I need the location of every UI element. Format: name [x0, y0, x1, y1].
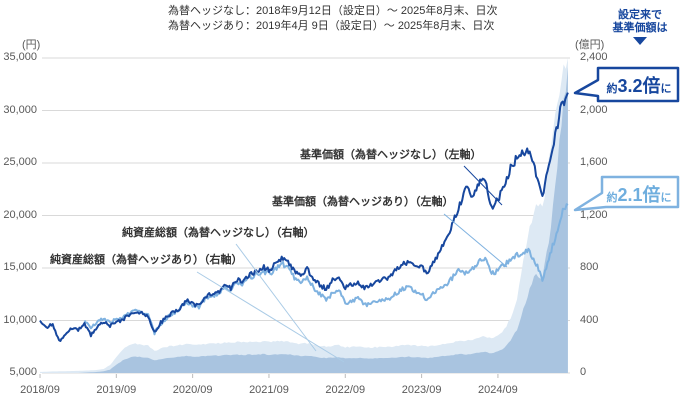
leader-line	[443, 213, 508, 268]
bubble-hedged-shape	[573, 175, 680, 212]
left-tick-label: 35,000	[3, 51, 37, 63]
series-label-nav-no-hedge: 基準価額（為替ヘッジなし）（左軸）	[300, 149, 482, 161]
area-assets_hedged	[40, 67, 568, 373]
x-tick-label: 2022/09	[325, 384, 366, 396]
right-axis-unit: (億円)	[575, 39, 605, 51]
left-tick-label: 15,000	[3, 261, 37, 273]
line-nav_no_hedge	[39, 92, 569, 342]
bubble-no-hedge-shape	[573, 66, 680, 103]
chart-series	[39, 58, 569, 373]
series-label-assets-no-hedge: 純資産総額（為替ヘッジなし）（右軸）	[122, 227, 315, 239]
x-tick-label: 2024/09	[478, 384, 518, 396]
x-tick-label: 2021/09	[249, 384, 289, 396]
right-tick-label: 1,600	[580, 156, 608, 168]
annotation-headline-line2: 基準価額は	[612, 22, 668, 34]
gridlines	[42, 57, 570, 374]
bubble1-prefix: 約	[606, 83, 618, 95]
left-tick-label: 5,000	[9, 366, 37, 378]
left-tick-label: 30,000	[3, 103, 37, 116]
period-no-hedge: 為替ヘッジなし：2018年9月12日（設定日）～ 2025年8月末、日次	[168, 5, 498, 17]
x-tick-label: 2023/09	[401, 384, 442, 396]
right-tick-label: 1,200	[580, 208, 608, 221]
x-tick-label: 2020/09	[172, 384, 213, 396]
label-leader-lines	[196, 165, 508, 363]
x-tick-label: 2019/09	[96, 384, 137, 396]
chart-period-header: 為替ヘッジなし：2018年9月12日（設定日）～ 2025年8月末、日次 為替ヘ…	[168, 4, 497, 34]
bubble1-value: 3.2倍	[617, 76, 661, 96]
leader-line	[196, 271, 345, 363]
right-tick-label: 2,000	[580, 103, 608, 116]
annotation-headline: 設定来で 基準価額は	[600, 9, 680, 35]
bubble2-prefix: 約	[606, 192, 618, 204]
annotation-headline-line1: 設定来で	[618, 9, 662, 21]
series-label-assets-hedged: 純資産総額（為替ヘッジあり）（右軸）	[50, 254, 243, 266]
multiple-no-hedge: 約3.2倍に	[599, 72, 679, 98]
series-label-nav-hedged: 基準価額（為替ヘッジあり）（左軸）	[272, 196, 454, 208]
right-tick-label: 2,400	[580, 51, 608, 63]
right-tick-label: 400	[580, 313, 599, 326]
line-nav_hedged	[83, 203, 569, 336]
bubble2-value: 2.1倍	[617, 185, 661, 205]
period-hedged: 為替ヘッジあり：2019年4月 9日（設定日）～ 2025年8月末、日次	[168, 20, 495, 32]
bubble2-suffix: に	[660, 192, 672, 204]
right-tick-label: 0	[580, 366, 587, 378]
left-axis-unit: (円)	[22, 39, 41, 51]
multiple-hedged: 約2.1倍に	[599, 181, 679, 207]
leader-line	[235, 243, 317, 352]
left-tick-label: 25,000	[3, 156, 37, 168]
left-tick-label: 20,000	[3, 208, 37, 221]
x-axis-ticks	[39, 374, 499, 378]
right-tick-label: 800	[580, 261, 599, 273]
x-tick-label: 2018/09	[20, 384, 60, 396]
left-tick-label: 10,000	[3, 313, 37, 326]
down-triangle-icon	[633, 37, 647, 45]
bubble1-suffix: に	[660, 83, 672, 95]
leader-line	[463, 165, 503, 206]
